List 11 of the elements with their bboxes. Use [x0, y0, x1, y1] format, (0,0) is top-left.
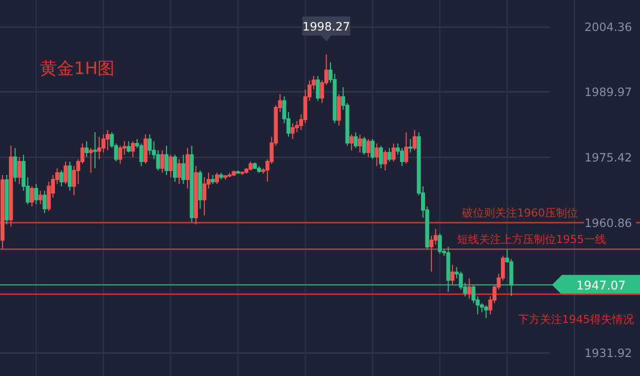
annotation: 1998.27 — [302, 20, 350, 34]
y-tick-label: 1975.42 — [584, 150, 632, 164]
ref-line-label: 1947.07 — [576, 278, 626, 292]
ref-line-label: 破位则关注1960压制位 — [461, 206, 578, 220]
y-tick-label: 1931.92 — [584, 346, 632, 360]
text: 黄金1H图 — [40, 59, 115, 79]
ref-line-label: 下方关注1945得失情况 — [518, 313, 634, 326]
y-tick-label: 1989.97 — [584, 84, 632, 99]
y-tick-label: 1960.86 — [584, 216, 632, 230]
ref-line-label: 短线关注上方压制位1955一线 — [457, 233, 606, 246]
y-tick-label: 2004.36 — [584, 20, 632, 34]
